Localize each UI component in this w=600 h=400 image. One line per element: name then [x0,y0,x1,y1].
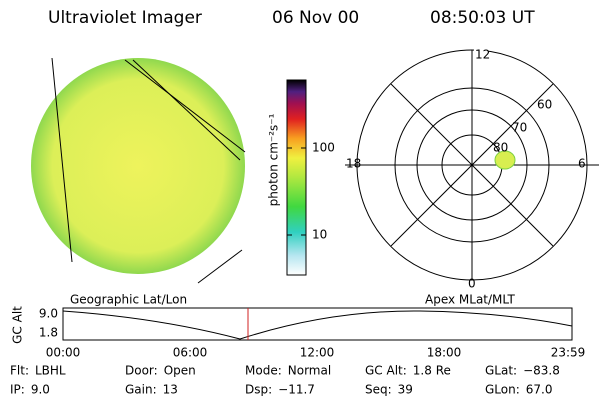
colorbar-tick-label: 10 [312,228,327,242]
footer-key: Flt: [10,364,29,378]
time-label: 12:00 [300,346,335,360]
colorbar-tick-label: 100 [312,141,335,155]
grid-line [132,59,241,161]
mlat-label: 80 [493,141,508,155]
time-label: 06:00 [173,346,208,360]
footer-value: 13 [163,383,178,397]
grid-line [197,249,243,284]
mlt-label: 12 [475,48,490,62]
label-bg [474,48,488,60]
time-label: 23:59 [551,346,586,360]
footer-key: Gain: [125,383,157,397]
footer-value: 67.0 [526,383,553,397]
panel-label: Apex MLat/MLT [425,293,515,307]
mlt-line [390,83,554,247]
panel-label: Geographic Lat/Lon [70,293,187,307]
mlat-label: 60 [537,98,552,112]
colorbar: 100 10 photon cm⁻²s⁻¹ [267,79,335,276]
strip-frame [62,307,573,341]
footer-value: LBHL [35,364,66,378]
image-panel [31,57,246,284]
grid-line [51,57,73,263]
footer-key: IP: [10,383,25,397]
colorbar-label: photon cm⁻²s⁻¹ [267,113,281,206]
grid-line [124,59,246,153]
mlt-label: 6 [578,157,586,171]
time-label: 00:00 [46,346,81,360]
altitude-curve [62,310,573,340]
footer-value: 9.0 [31,383,50,397]
time-label: 18:00 [427,346,462,360]
footer-key: GLon: [485,383,520,397]
footer-value: 39 [398,383,413,397]
time: 08:50:03 UT [430,8,535,28]
aurora-spot [494,150,516,170]
footer-value: −83.8 [523,364,560,378]
footer-key: Door: [125,364,158,378]
polar-plot: 12 18 6 0 60 70 80 [345,48,599,291]
strip-y-label: 1.8 [39,326,58,340]
footer: Flt: LBHL IP: 9.0 Door: Open Gain: 13 Mode: Norma… [10,364,560,397]
footer-value: 1.8 Re [413,364,451,378]
footer-value: Open [164,364,196,378]
footer-key: Mode: [245,364,282,378]
altitude-strip: GC Alt 9.0 1.8 00:00 06:00 12:00 18:00 2… [11,306,586,360]
strip-y-label: 9.0 [39,307,58,321]
footer-key: GLat: [485,364,517,378]
mlt-label: 18 [346,157,361,171]
footer-key: GC Alt: [365,364,407,378]
date: 06 Nov 00 [272,8,359,28]
footer-key: Dsp: [245,383,272,397]
title: Ultraviolet Imager [48,8,202,28]
colorbar-scale [286,79,307,276]
footer-value: −11.7 [278,383,315,397]
mlat-label: 70 [512,121,527,135]
mlt-label: 0 [468,277,476,291]
footer-key: Seq: [365,383,392,397]
strip-axis-label: GC Alt [11,306,25,344]
aurora-image [31,58,245,274]
footer-value: Normal [288,364,331,378]
